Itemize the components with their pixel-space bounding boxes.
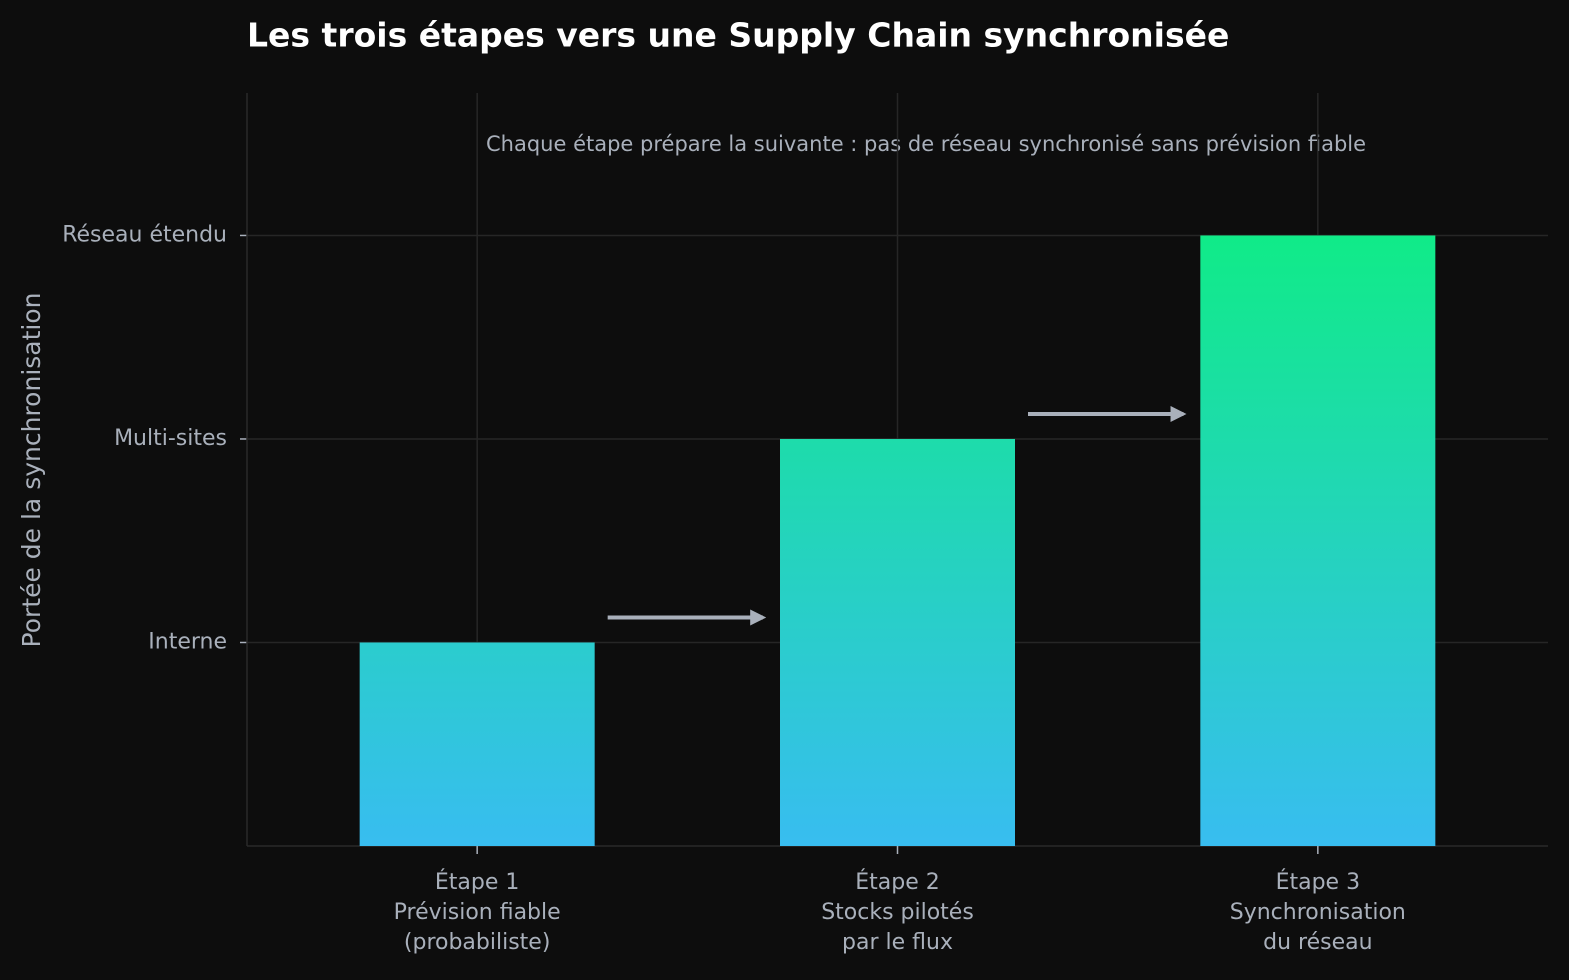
y-tick-label: Multi-sites	[114, 426, 227, 451]
y-axis-label: Portée de la synchronisation	[17, 293, 46, 648]
chart-title: Les trois étapes vers une Supply Chain s…	[247, 16, 1229, 55]
x-tick-label: Étape 2 Stocks pilotés par le flux	[821, 870, 974, 955]
y-tick-label: Réseau étendu	[62, 222, 227, 247]
x-tick-label: Étape 1 Prévision fiable (probabiliste)	[393, 870, 561, 955]
x-tick-label: Étape 3 Synchronisation du réseau	[1229, 870, 1406, 955]
bar	[1200, 235, 1436, 846]
bar	[780, 438, 1015, 846]
y-tick-label: Interne	[148, 629, 227, 654]
annotation: Chaque étape prépare la suivante : pas d…	[486, 132, 1366, 156]
bar	[359, 642, 595, 846]
